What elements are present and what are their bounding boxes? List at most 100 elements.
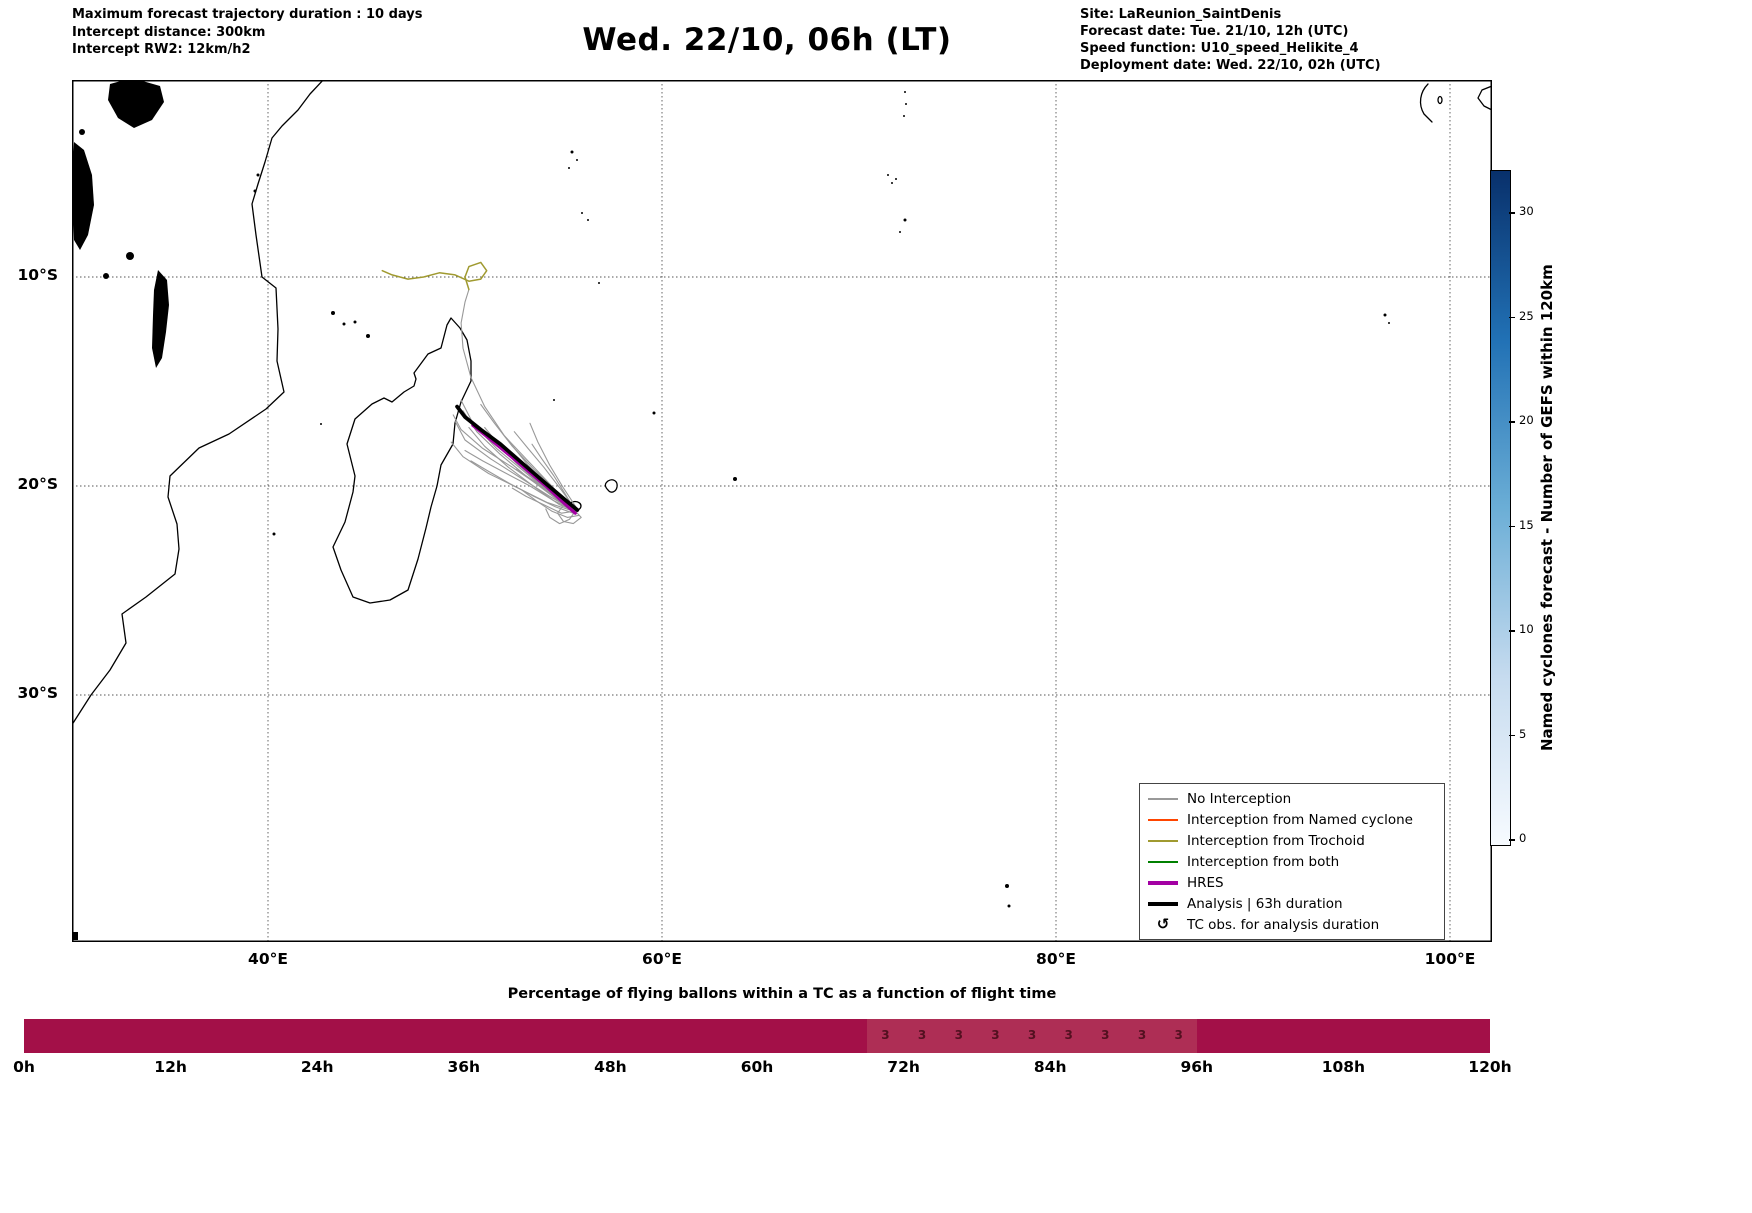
legend-line-sample — [1148, 818, 1178, 821]
trajectory-no-interception — [511, 487, 576, 514]
lake-kivu — [79, 129, 85, 135]
comoros-island — [342, 322, 346, 326]
madagascar-coastline — [332, 317, 472, 604]
legend-line — [1148, 880, 1178, 885]
map-panel: No Interception Interception from Named c… — [72, 80, 1492, 942]
comoros-island — [353, 320, 357, 324]
colorbar-tick-label: 15 — [1519, 517, 1534, 532]
coastlines — [72, 80, 1492, 727]
colorbar-tick-label: 25 — [1519, 308, 1534, 323]
africa-coastline — [72, 80, 325, 727]
colorbar-tick — [1509, 630, 1515, 632]
flight-time-tick-label: 84h — [1033, 1058, 1067, 1076]
legend-line-sample — [1148, 860, 1178, 863]
legend-label: HRES — [1187, 874, 1224, 891]
y-axis-tick-label: 20°S — [17, 475, 58, 493]
agalega-island — [598, 282, 600, 284]
map-canvas — [72, 80, 1492, 942]
legend-row: ↺ TC obs. for analysis duration — [1148, 914, 1436, 935]
flight-time-tick-label: 0h — [13, 1058, 35, 1076]
legend-line-sample — [1148, 797, 1178, 800]
maldives-island — [905, 103, 907, 105]
seychelles-island — [570, 150, 574, 154]
tc-obs-icon: ↺ — [1148, 917, 1178, 932]
tc-count-label: 3 — [1137, 1028, 1147, 1042]
flight-time-tick-label: 108h — [1321, 1058, 1366, 1076]
colorbar-tick — [1509, 316, 1515, 318]
mauritius-island — [604, 479, 618, 493]
legend-row: Interception from both — [1148, 851, 1436, 872]
trajectory-hres — [471, 423, 577, 515]
setting-max-duration: Maximum forecast trajectory duration : 1… — [72, 7, 423, 22]
y-axis-tick-label: 30°S — [17, 684, 58, 702]
legend-line — [1148, 860, 1178, 863]
juan-de-nova-island — [320, 423, 322, 425]
legend-line-sample — [1148, 880, 1178, 885]
tc-count-label: 3 — [881, 1028, 890, 1042]
flight-time-tick-label: 24h — [300, 1058, 334, 1076]
legend-row: Interception from Named cyclone — [1148, 809, 1436, 830]
trajectory-no-interception — [545, 508, 576, 525]
seychelles-island — [568, 167, 570, 169]
flight-time-tick-label: 72h — [887, 1058, 920, 1076]
tc-count-label: 3 — [1174, 1028, 1183, 1042]
tromelin-island — [553, 399, 555, 401]
trajectory-no-interception — [460, 288, 576, 512]
seychelles-island — [576, 159, 578, 161]
cocos-island — [1388, 322, 1390, 324]
st-paul-island — [1007, 904, 1011, 908]
comoros-island — [331, 311, 335, 315]
legend-row: HRES — [1148, 872, 1436, 893]
lake-malawi — [152, 270, 169, 368]
legend-row: No Interception — [1148, 788, 1436, 809]
info-forecast-date: Forecast date: Tue. 21/10, 12h (UTC) — [1080, 24, 1349, 39]
lake-mweru — [103, 273, 109, 279]
small-islands — [72, 91, 1390, 940]
flight-time-tick-label: 120h — [1468, 1058, 1512, 1076]
chagos-island — [895, 178, 897, 180]
flight-chart-title: Percentage of flying ballons within a TC… — [507, 986, 1057, 1002]
trajectory-no-interception — [529, 422, 578, 510]
y-axis-tick-label: 10°S — [17, 266, 58, 284]
legend-label: Interception from Trochoid — [1187, 832, 1365, 849]
flight-time-tick-label: 12h — [154, 1058, 187, 1076]
legend-row: Analysis | 63h duration — [1148, 893, 1436, 914]
trajectory-no-interception — [531, 443, 576, 512]
colorbar-tick-label: 5 — [1519, 726, 1527, 741]
flight-time-bar: 3 3 3 3 3 3 3 3 3 — [24, 1019, 1490, 1053]
info-deployment-date: Deployment date: Wed. 22/10, 02h (UTC) — [1080, 58, 1381, 73]
rotate-ccw-icon: ↺ — [1156, 915, 1170, 933]
colorbar-tick — [1509, 212, 1515, 214]
trajectory-analysis-63h-duration — [455, 404, 580, 512]
legend-line — [1148, 797, 1178, 800]
x-axis-tick-label: 60°E — [642, 950, 682, 968]
cocos-island — [1383, 313, 1387, 317]
gridlines — [72, 80, 1492, 942]
colorbar — [1490, 170, 1511, 846]
colorbar-tick — [1509, 525, 1515, 527]
seychelles-island — [587, 219, 589, 221]
legend-label: Interception from both — [1187, 853, 1340, 870]
tc-count-label: 3 — [1064, 1028, 1073, 1042]
europa-island — [272, 532, 276, 536]
chagos-island — [891, 182, 893, 184]
amsterdam-island — [1005, 884, 1009, 888]
x-axis-tick-label: 100°E — [1424, 950, 1476, 968]
flight-time-tick-label: 36h — [447, 1058, 481, 1076]
rodrigues-island — [733, 477, 737, 481]
tc-count-label: 3 — [917, 1028, 927, 1042]
legend-line — [1148, 901, 1178, 906]
colorbar-label: Named cyclones forecast - Number of GEFS… — [1538, 264, 1556, 752]
colorbar-tick-label: 10 — [1519, 622, 1534, 636]
colorbar-tick-label: 0 — [1519, 831, 1527, 845]
legend-line — [1148, 839, 1178, 842]
zanzibar-island — [256, 173, 260, 177]
coast-fragment — [72, 932, 78, 940]
trajectory-no-interception — [464, 449, 576, 512]
flight-time-tick-label: 96h — [1180, 1058, 1214, 1076]
legend-line — [1148, 818, 1178, 821]
setting-intercept-rw2: Intercept RW2: 12km/h2 — [72, 42, 251, 57]
trajectory-interception-from-trochoid — [381, 261, 488, 291]
legend-label: TC obs. for analysis duration — [1187, 916, 1380, 933]
